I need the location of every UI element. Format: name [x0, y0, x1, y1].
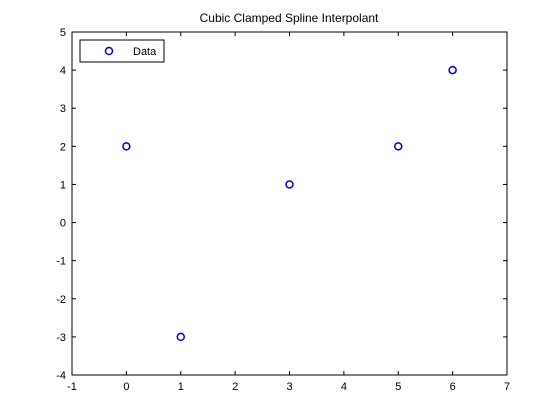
legend-label: Data — [133, 46, 157, 58]
data-point — [448, 65, 457, 75]
legend-marker — [104, 46, 114, 56]
legend: Data — [79, 39, 165, 63]
data-point — [285, 180, 294, 189]
y-tick-label: 4 — [60, 65, 66, 77]
x-tick-label: 4 — [341, 381, 347, 393]
y-tick-label: 0 — [60, 218, 66, 230]
x-tick-label: 7 — [504, 381, 510, 393]
legend-box — [79, 39, 165, 63]
plot-area — [71, 31, 508, 376]
y-tick-label: 2 — [60, 141, 66, 153]
data-point — [394, 142, 403, 151]
y-tick-label: 3 — [60, 103, 66, 115]
chart-title: Cubic Clamped Spline Interpolant — [200, 11, 379, 25]
y-tick-label: -2 — [56, 294, 66, 306]
x-tick-label: 0 — [123, 381, 129, 393]
x-tick-label: 1 — [178, 381, 184, 393]
y-tick-label: -3 — [56, 332, 66, 344]
x-tick-label: 3 — [286, 381, 292, 393]
data-point — [176, 332, 185, 342]
axes-layer: -1 0 1 2 3 4 5 6 7 -4 -3 -2 -1 0 1 2 3 4 5 — [56, 27, 510, 393]
x-tick-label: 2 — [232, 381, 238, 393]
x-tick-label: -1 — [67, 381, 77, 393]
x-tick-label: 5 — [395, 381, 401, 393]
x-tick-label: 6 — [450, 381, 456, 393]
y-tick-label: 5 — [60, 27, 66, 39]
y-tick-label: 1 — [60, 179, 66, 191]
data-points-layer — [122, 65, 457, 342]
y-tick-label: -4 — [56, 370, 66, 382]
y-tick-label: -1 — [56, 256, 66, 268]
data-point — [122, 142, 131, 151]
